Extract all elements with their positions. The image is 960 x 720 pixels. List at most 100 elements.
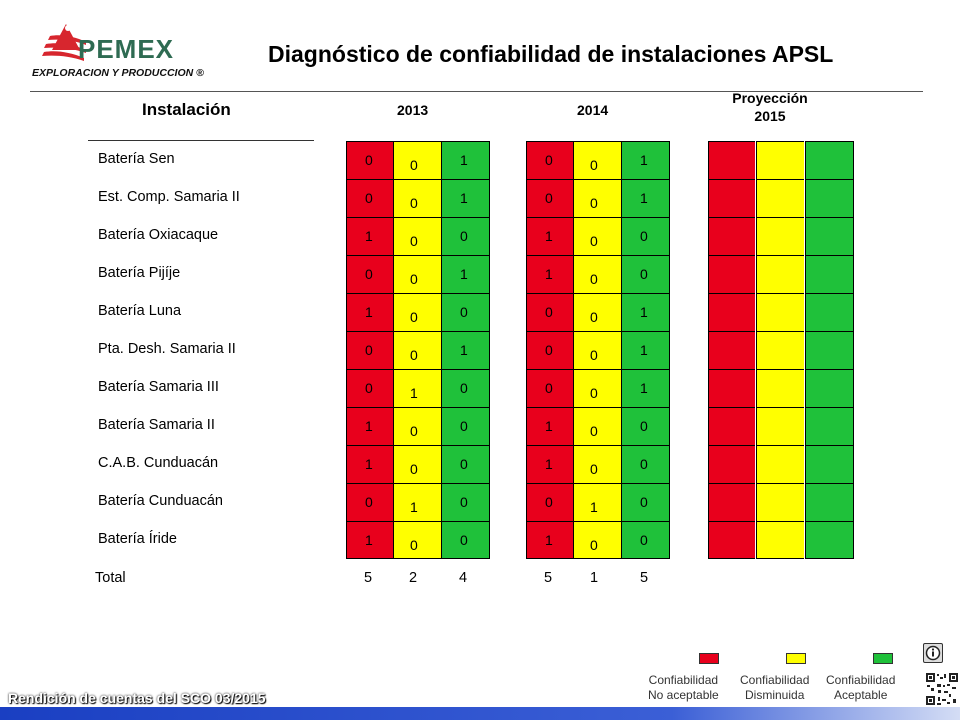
page-title: Diagnóstico de confiabilidad de instalac…: [268, 41, 834, 67]
v2013-cell: 0: [393, 407, 441, 445]
projection-cell: [805, 293, 854, 331]
projection-cell: [708, 331, 755, 369]
total-v2013: 5: [364, 570, 373, 586]
projection-cell: [708, 141, 755, 179]
cell-value: 1: [545, 418, 553, 434]
v2014-cell: 0: [621, 483, 670, 521]
v2014-cell: 0: [573, 217, 621, 255]
v2014-cell: 0: [526, 293, 573, 331]
v2013-cell: 0: [441, 483, 490, 521]
cell-value: 0: [460, 456, 468, 472]
v2014-cell: 0: [573, 331, 621, 369]
total-v2013: 4: [459, 570, 468, 586]
v2013-cell: 0: [441, 217, 490, 255]
legend-label-line1: Confiabilidad: [826, 673, 896, 687]
total-v2014: 5: [544, 570, 553, 586]
cell-value: 0: [590, 271, 598, 287]
v2013-cell: 1: [393, 483, 441, 521]
v2014-cell: 1: [573, 483, 621, 521]
v2013-cell: 1: [441, 331, 490, 369]
v2014-cell: 1: [526, 445, 573, 483]
projection-cell: [805, 255, 854, 293]
installation-name: Batería Íride: [98, 531, 177, 547]
cell-value: 0: [545, 342, 553, 358]
projection-cell: [805, 445, 854, 483]
total-v2014: 5: [640, 570, 649, 586]
v2013-cell: 1: [441, 179, 490, 217]
cell-value: 0: [460, 304, 468, 320]
v2013-cell: 0: [393, 217, 441, 255]
info-icon[interactable]: [923, 643, 943, 663]
cell-value: 0: [545, 304, 553, 320]
installation-name: C.A.B. Cunduacán: [98, 455, 219, 471]
v2013-cell: 1: [346, 293, 393, 331]
legend-label-line1: Confiabilidad: [740, 673, 810, 687]
v2013-cell: 1: [441, 141, 490, 179]
cell-value: 0: [460, 418, 468, 434]
v2014-cell: 0: [526, 141, 573, 179]
header-divider: [88, 140, 314, 141]
cell-value: 1: [545, 456, 553, 472]
v2014-cell: 0: [526, 369, 573, 407]
v2013-cell: 0: [346, 141, 393, 179]
projection-cell: [805, 217, 854, 255]
projection-cell: [708, 179, 755, 217]
cell-value: 0: [410, 195, 418, 211]
cell-value: 0: [545, 152, 553, 168]
installation-name: Batería Cunduacán: [98, 493, 223, 509]
v2013-cell: 0: [346, 255, 393, 293]
cell-value: 0: [460, 380, 468, 396]
cell-value: 0: [590, 195, 598, 211]
projection-cell: [805, 407, 854, 445]
projection-cell: [756, 521, 804, 559]
installation-name: Batería Luna: [98, 303, 182, 319]
v2013-cell: 0: [441, 445, 490, 483]
cell-value: 1: [640, 342, 648, 358]
installation-name: Batería Oxiacaque: [98, 227, 219, 243]
v2013-cell: 0: [441, 293, 490, 331]
v2013-cell: 1: [441, 255, 490, 293]
cell-value: 0: [365, 190, 373, 206]
total-v2013: 2: [409, 570, 418, 586]
projection-cell: [708, 521, 755, 559]
projection-cell: [708, 445, 755, 483]
v2013-cell: 0: [393, 255, 441, 293]
v2013-cell: 1: [346, 407, 393, 445]
installation-name: Batería Sen: [98, 151, 175, 167]
v2014-cell: 0: [621, 217, 670, 255]
logo-subtitle: EXPLORACION Y PRODUCCION ®: [32, 67, 204, 79]
cell-value: 0: [590, 157, 598, 173]
cell-value: 0: [410, 537, 418, 553]
v2013-cell: 0: [346, 179, 393, 217]
cell-value: 0: [590, 233, 598, 249]
header-2013: 2013: [397, 102, 429, 118]
total-v2014: 1: [590, 570, 599, 586]
header-installation: Instalación: [142, 100, 231, 119]
projection-cell: [805, 179, 854, 217]
pemex-wordmark: PEMEX: [78, 34, 175, 64]
installation-name: Est. Comp. Samaria II: [98, 189, 240, 205]
projection-cell: [708, 407, 755, 445]
v2014-cell: 0: [526, 331, 573, 369]
legend-label-line2: Aceptable: [834, 688, 888, 702]
projection-cell: [805, 331, 854, 369]
cell-value: 0: [590, 385, 598, 401]
projection-cell: [756, 369, 804, 407]
installation-name: Pta. Desh. Samaria II: [98, 341, 236, 357]
v2013-cell: 0: [393, 179, 441, 217]
v2013-cell: 0: [393, 521, 441, 559]
projection-cell: [756, 293, 804, 331]
legend-label: Confiabilidad Aceptable: [826, 673, 895, 703]
v2014-cell: 0: [526, 483, 573, 521]
v2014-cell: 0: [526, 179, 573, 217]
legend-swatch: [699, 653, 719, 664]
cell-value: 0: [410, 233, 418, 249]
header-projection-line1: Proyección: [732, 90, 808, 106]
cell-value: 1: [640, 152, 648, 168]
cell-value: 0: [545, 494, 553, 510]
legend-label-line1: Confiabilidad: [648, 673, 719, 687]
cell-value: 0: [365, 494, 373, 510]
cell-value: 1: [545, 228, 553, 244]
v2013-cell: 0: [393, 331, 441, 369]
v2014-cell: 1: [621, 293, 670, 331]
